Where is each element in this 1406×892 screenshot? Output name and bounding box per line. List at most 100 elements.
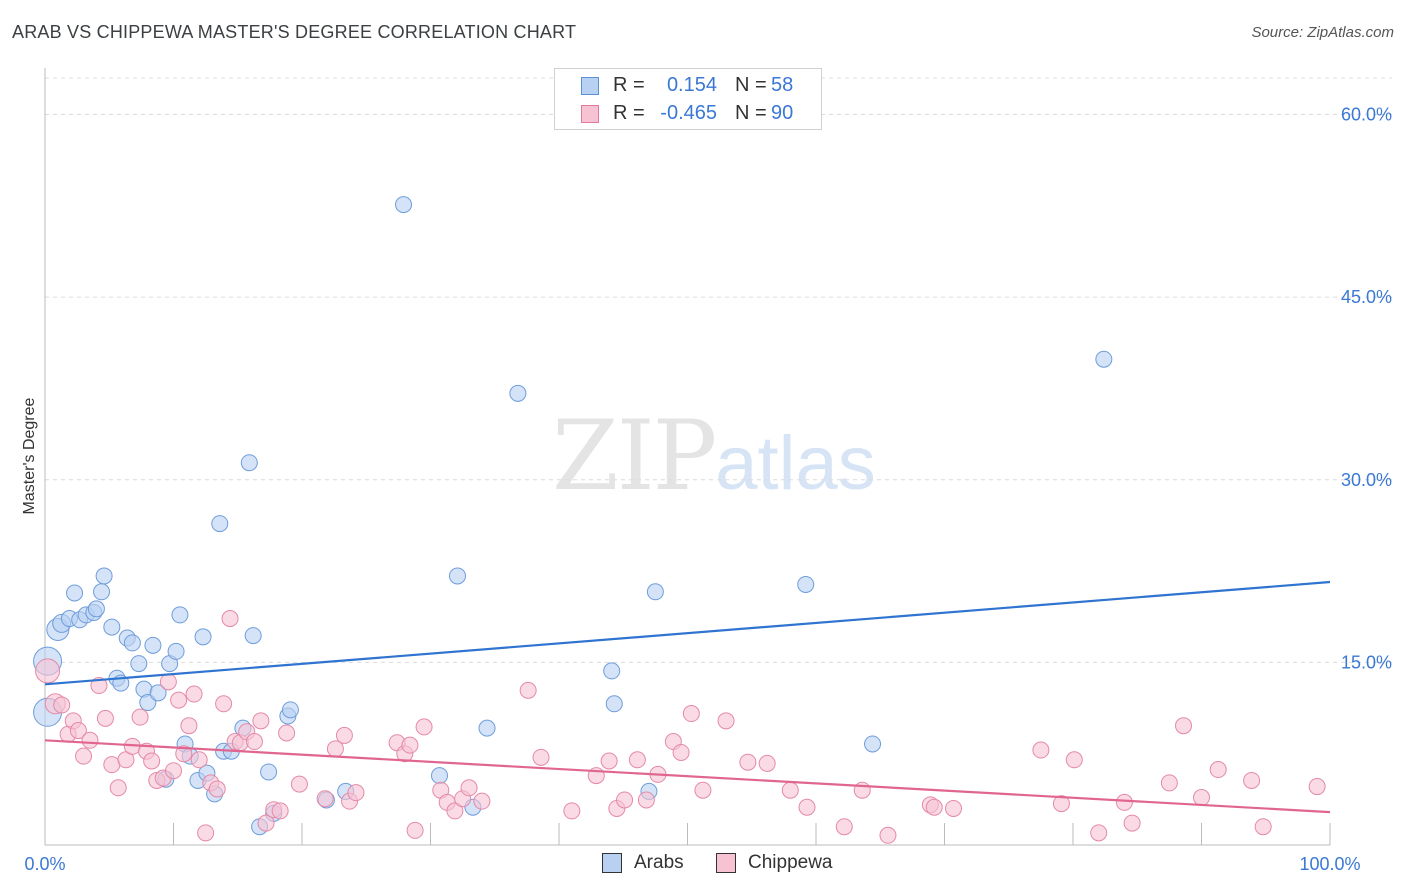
chippewa-point <box>252 712 270 730</box>
arabs-point <box>171 606 189 624</box>
chippewa-point <box>694 781 712 799</box>
n-label: N = <box>735 102 767 124</box>
chippewa-point <box>682 705 700 723</box>
chippewa-point <box>1175 717 1193 735</box>
chippewa-point <box>103 756 121 774</box>
y-tick-label: 15.0% <box>1341 652 1392 672</box>
arabs-point <box>167 642 185 660</box>
chippewa-point <box>257 814 275 832</box>
chippewa-point <box>781 781 799 799</box>
chippewa-point <box>1160 774 1178 792</box>
arabs-point <box>211 515 229 533</box>
chippewa-point <box>1052 795 1070 813</box>
chippewa-point <box>739 753 757 771</box>
arabs-point <box>93 583 111 601</box>
chippewa-point <box>53 696 71 714</box>
n-value: 90 <box>771 102 794 124</box>
arabs-point <box>430 767 448 785</box>
legend-label-chippewa: Chippewa <box>748 852 833 873</box>
arabs-point <box>603 662 621 680</box>
arabs-point <box>646 583 664 601</box>
chippewa-trend-line <box>44 739 1331 814</box>
legend-label-arabs: Arabs <box>634 852 684 873</box>
chippewa-swatch <box>581 105 599 123</box>
arabs-legend-swatch <box>602 853 622 873</box>
chippewa-point <box>600 752 618 770</box>
chippewa-point <box>532 748 550 766</box>
chippewa-point <box>316 790 334 808</box>
chippewa-point <box>290 775 308 793</box>
chippewa-point <box>415 718 433 736</box>
chippewa-point <box>81 731 99 749</box>
arabs-point <box>66 584 84 602</box>
chippewa-point <box>637 791 655 809</box>
arabs-point <box>103 618 121 636</box>
chippewa-point <box>159 673 177 691</box>
arabs-point <box>130 655 148 673</box>
r-value: -0.465 <box>660 102 717 124</box>
chart-title: ARAB VS CHIPPEWA MASTER'S DEGREE CORRELA… <box>12 22 577 42</box>
n-label: N = <box>735 74 767 96</box>
arabs-point <box>194 628 212 646</box>
r-label: R = <box>613 74 645 96</box>
arabs-point <box>864 735 882 753</box>
r-label: R = <box>613 102 645 124</box>
watermark: ZIPatlas <box>552 400 876 512</box>
y-tick-label: 45.0% <box>1341 287 1392 307</box>
chippewa-point <box>519 681 537 699</box>
chippewa-point <box>628 751 646 769</box>
chippewa-point <box>1032 741 1050 759</box>
chippewa-point <box>35 658 61 684</box>
watermark-zip: ZIP <box>552 400 717 512</box>
chippewa-point <box>1090 824 1108 842</box>
watermark-atlas: atlas <box>715 421 876 506</box>
chippewa-point <box>271 802 289 820</box>
chippewa-point <box>460 779 478 797</box>
chippewa-point <box>473 792 491 810</box>
chippewa-point <box>1115 793 1133 811</box>
arabs-point <box>144 636 162 654</box>
y-tick-label: 60.0% <box>1341 105 1392 125</box>
chippewa-point <box>672 743 690 761</box>
chippewa-point <box>96 709 114 727</box>
chippewa-point <box>90 677 108 695</box>
chippewa-point <box>1209 761 1227 779</box>
chippewa-point <box>1243 771 1261 789</box>
arabs-point <box>1095 350 1113 368</box>
chippewa-legend-swatch <box>716 853 736 873</box>
arabs-point <box>95 567 113 585</box>
chippewa-point <box>944 799 962 817</box>
arabs-point <box>139 694 157 712</box>
chippewa-point <box>190 751 208 769</box>
correlation-legend: R = 0.154 N = 58 R = -0.465 N = 90 <box>554 68 822 130</box>
chippewa-point <box>69 722 87 740</box>
arabs-point <box>240 454 258 472</box>
chippewa-point <box>401 736 419 754</box>
arabs-trend-line <box>44 580 1331 686</box>
arabs-point <box>395 196 413 214</box>
arabs-point <box>149 684 167 702</box>
chippewa-point <box>215 695 233 713</box>
source-label: Source: ZipAtlas.com <box>1251 24 1394 41</box>
chippewa-point <box>1193 789 1210 807</box>
chippewa-point <box>758 754 776 772</box>
chippewa-point <box>170 691 188 709</box>
arabs-point <box>478 719 496 737</box>
chippewa-point <box>143 752 161 770</box>
x-tick-label: 0.0% <box>24 854 65 874</box>
chippewa-point <box>717 712 735 730</box>
chippewa-point <box>798 798 816 816</box>
n-value: 58 <box>771 74 794 96</box>
arabs-swatch <box>581 77 599 95</box>
y-tick-label: 30.0% <box>1341 470 1392 490</box>
chippewa-point <box>165 762 182 780</box>
y-axis-label: Master's Degree <box>21 397 38 514</box>
chippewa-point <box>75 747 93 765</box>
arabs-point <box>123 634 141 652</box>
chippewa-point <box>197 824 215 842</box>
arabs-point <box>509 384 527 402</box>
chippewa-point <box>278 724 296 742</box>
arabs-point <box>244 627 262 645</box>
chippewa-point <box>335 726 353 744</box>
